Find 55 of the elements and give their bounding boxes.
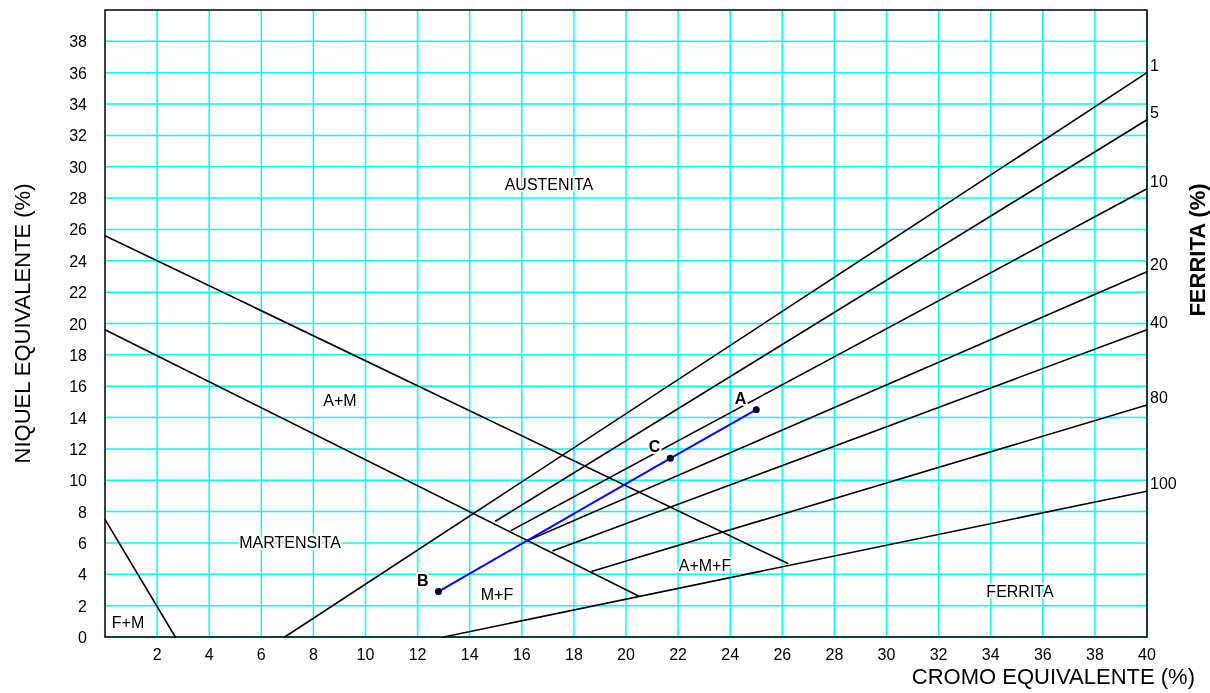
- y-tick-label: 24: [69, 252, 88, 270]
- y-axis-title: NIQUEL EQUIVALENTE (%): [10, 183, 35, 464]
- x-tick-label: 12: [408, 646, 427, 663]
- y-tick-label: 2: [78, 597, 88, 615]
- series-label: 5: [1150, 103, 1159, 121]
- annotation: M+F: [480, 586, 514, 603]
- y-tick-label: 22: [69, 284, 88, 302]
- series-label: 100: [1150, 475, 1177, 493]
- y-tick-label: 20: [69, 315, 88, 333]
- y-tick-label: 30: [69, 158, 88, 176]
- y-tick-label: 0: [78, 629, 88, 646]
- series-label: 10: [1150, 172, 1168, 190]
- y-tick-label: 18: [69, 346, 88, 364]
- annotation: B: [416, 571, 429, 589]
- y-tick-label: 32: [69, 127, 88, 145]
- x-tick-label: 36: [1033, 646, 1052, 663]
- x-tick-label: 24: [721, 646, 740, 663]
- annotation: A+M: [323, 392, 357, 409]
- y-tick-label: 16: [69, 378, 88, 396]
- x-tick-label: 20: [617, 646, 635, 663]
- series-label: 40: [1150, 313, 1168, 331]
- y-tick-label: 28: [69, 190, 88, 208]
- x-tick-label: 14: [460, 646, 479, 663]
- x-tick-label: 30: [877, 646, 896, 663]
- x-tick-label: 10: [356, 646, 375, 663]
- x-tick-label: 32: [929, 646, 948, 663]
- x-tick-label: 28: [825, 646, 844, 663]
- annotation: F+M: [111, 614, 145, 631]
- x-tick-label: 22: [669, 646, 688, 663]
- x-tick-label: 38: [1086, 646, 1104, 663]
- annotation: A: [734, 389, 747, 407]
- x-tick-label: 16: [512, 646, 531, 663]
- y-tick-label: 36: [69, 64, 88, 82]
- y-tick-label: 12: [69, 440, 88, 458]
- series-label: 80: [1150, 389, 1168, 407]
- x-tick-label: 18: [565, 646, 583, 663]
- y-tick-label: 38: [69, 33, 88, 51]
- x-tick-label: 40: [1138, 646, 1156, 663]
- y-tick-label: 8: [78, 503, 88, 521]
- series-label: 1: [1150, 56, 1159, 74]
- x-tick-label: 34: [981, 646, 1000, 663]
- x-tick-label: 4: [204, 646, 214, 663]
- y2-axis-title: FERRITA (%): [1185, 183, 1210, 317]
- x-tick-label: 8: [308, 646, 318, 663]
- y-tick-label: 34: [69, 96, 88, 114]
- series-label: 20: [1150, 255, 1168, 273]
- y-tick-label: 4: [78, 566, 88, 584]
- y-tick-label: 14: [69, 409, 88, 427]
- y-tick-label: 6: [78, 534, 88, 552]
- x-axis-title: CROMO EQUIVALENTE (%): [911, 664, 1195, 689]
- x-tick-label: 6: [256, 646, 266, 663]
- y-tick-label: 10: [69, 472, 88, 490]
- x-tick-label: 26: [773, 646, 792, 663]
- y-tick-label: 26: [69, 221, 88, 239]
- x-tick-label: 2: [152, 646, 162, 663]
